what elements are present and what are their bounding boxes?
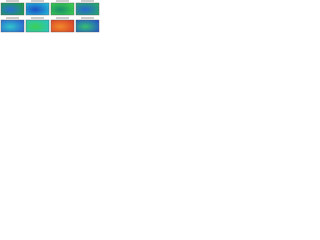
panel-image xyxy=(25,19,50,33)
panel-image xyxy=(50,2,75,16)
panel-image xyxy=(75,2,100,16)
caption-line xyxy=(31,0,44,2)
panel-image xyxy=(75,19,100,33)
caption-line xyxy=(81,0,94,2)
panel-image xyxy=(50,19,75,33)
panel-image xyxy=(0,2,25,16)
caption-line xyxy=(6,17,19,19)
caption-line xyxy=(56,17,69,19)
caption-line xyxy=(6,0,19,2)
panel-image xyxy=(25,2,50,16)
caption-line xyxy=(81,17,94,19)
panel-image xyxy=(0,19,25,33)
caption-line xyxy=(31,17,44,19)
caption-line xyxy=(56,0,69,2)
figure xyxy=(0,0,100,34)
